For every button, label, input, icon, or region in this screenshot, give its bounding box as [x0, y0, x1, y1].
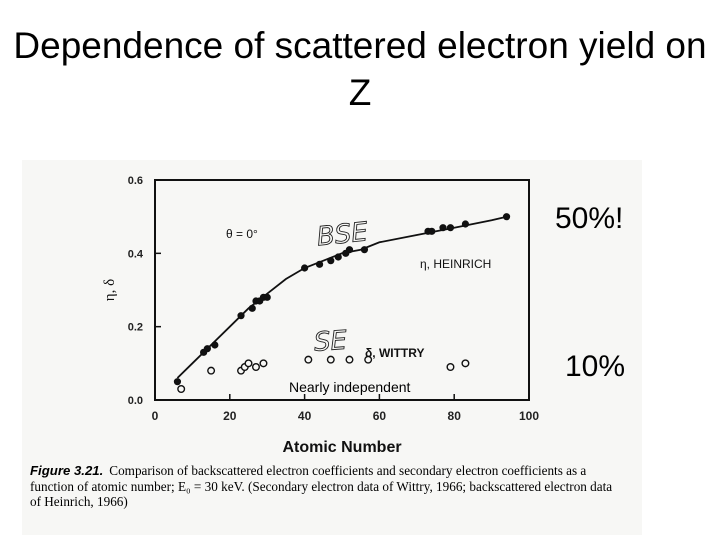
- y-tick-label: 0.0: [128, 395, 143, 407]
- se-data-point: [259, 359, 268, 368]
- plot-frame: [154, 179, 530, 401]
- handwritten-se-label: SE: [313, 326, 349, 358]
- bse-data-point: [315, 260, 324, 268]
- series-label-heinrich: η, HEINRICH: [420, 257, 491, 271]
- callout-se: 10%: [565, 350, 626, 383]
- se-data-point: [304, 355, 313, 364]
- x-tick-label: 100: [519, 409, 539, 423]
- fit-curve: [176, 215, 507, 379]
- bse-data-point: [428, 227, 436, 235]
- inset-angle-label: θ = 0°: [226, 227, 258, 241]
- bse-data-point: [203, 345, 211, 353]
- x-tick-label: 0: [152, 409, 159, 423]
- y-axis-label: η, δ: [102, 279, 118, 301]
- bse-data-point: [237, 312, 245, 320]
- se-data-point: [251, 362, 260, 371]
- bse-data-point: [461, 220, 470, 228]
- x-tick-label: 80: [448, 409, 462, 423]
- bse-data-point: [211, 341, 219, 349]
- se-data-point: [446, 362, 455, 371]
- se-data-point: [326, 355, 335, 364]
- figure-caption: Figure 3.21. Comparison of backscattered …: [30, 463, 620, 510]
- se-data-point: [345, 355, 354, 364]
- nearly-independent-annotation: Nearly independent: [289, 379, 411, 395]
- y-tick-label: 0.2: [128, 322, 143, 334]
- caption-label: Figure 3.21.: [30, 463, 104, 478]
- bse-data-point: [300, 264, 309, 272]
- bse-data-point: [263, 293, 271, 301]
- bse-data-point: [334, 253, 342, 261]
- caption-text: Comparison of backscattered electron coe…: [30, 463, 613, 509]
- bse-data-point: [173, 378, 182, 386]
- x-axis-label: Atomic Number: [282, 439, 401, 456]
- y-tick-label: 0.6: [128, 175, 143, 187]
- chart: 0 20 40 60 80 100 0.0 0.2 0.4 0.6 Atomic Number η, …: [102, 175, 539, 456]
- bse-data-point: [446, 224, 455, 232]
- bse-data-point: [360, 246, 369, 254]
- se-data-point: [207, 366, 216, 375]
- bse-data-point: [327, 257, 335, 265]
- se-data-point: [177, 384, 186, 393]
- y-tick-label: 0.4: [128, 248, 144, 260]
- x-tick-label: 40: [298, 409, 312, 423]
- se-data-point: [364, 355, 373, 364]
- figure-scan: 0 20 40 60 80 100 0.0 0.2 0.4 0.6 Atomic Number η, …: [22, 160, 642, 535]
- callout-bse: 50%!: [555, 202, 624, 235]
- bse-data-point: [502, 213, 511, 221]
- handwritten-bse-label: BSE: [316, 217, 370, 252]
- bse-data-point: [345, 246, 354, 254]
- se-data-point: [244, 359, 253, 368]
- bse-data-point: [439, 224, 447, 232]
- x-tick-label: 60: [373, 409, 387, 423]
- x-tick-label: 20: [223, 409, 237, 423]
- series-label-wittry: δ, WITTRY: [365, 346, 425, 360]
- slide-title: Dependence of scattered electron yield o…: [13, 25, 707, 113]
- bse-data-point: [248, 304, 256, 312]
- se-data-point: [461, 359, 470, 368]
